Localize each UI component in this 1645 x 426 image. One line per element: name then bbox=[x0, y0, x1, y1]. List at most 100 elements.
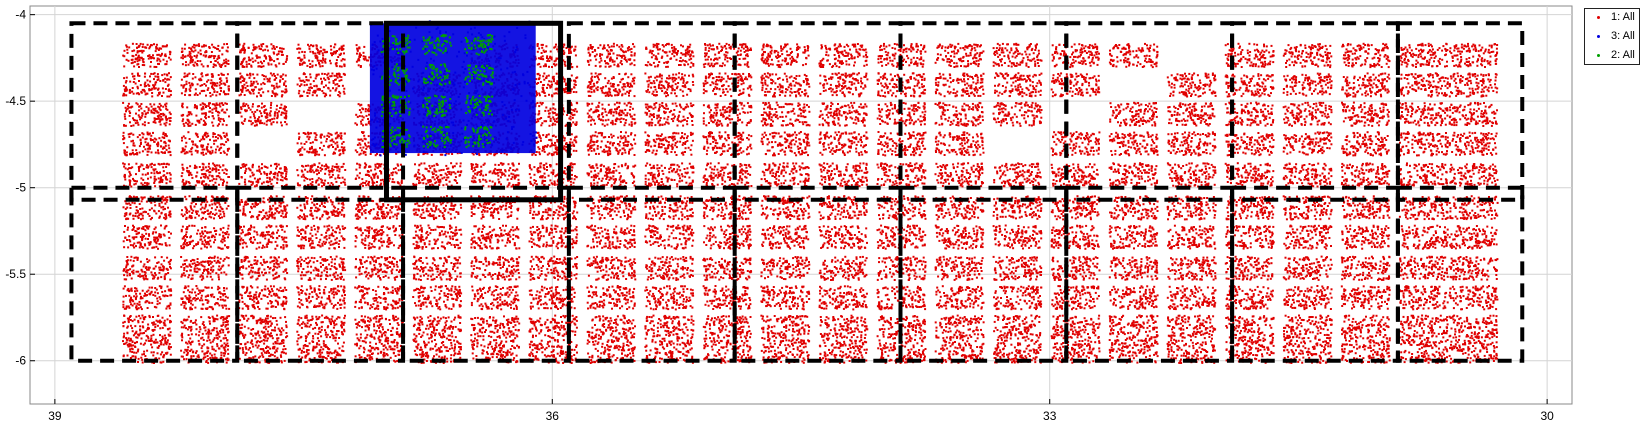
series-1-point bbox=[132, 76, 134, 78]
series-1-point bbox=[257, 83, 259, 85]
series-1-point bbox=[1190, 87, 1192, 89]
series-1-point bbox=[1283, 75, 1285, 77]
series-1-point bbox=[1055, 79, 1057, 81]
series-1-point bbox=[322, 65, 324, 67]
series-1-point bbox=[1431, 65, 1433, 67]
series-1-point bbox=[613, 45, 615, 47]
series-1-point bbox=[1115, 66, 1117, 68]
series-1-point bbox=[216, 91, 218, 93]
series-1-point bbox=[1246, 89, 1248, 91]
series-1-point bbox=[245, 82, 247, 84]
series-1-point bbox=[1089, 62, 1091, 64]
series-1-point bbox=[1263, 66, 1265, 68]
series-1-point bbox=[1441, 59, 1443, 61]
series-1-point bbox=[1032, 81, 1034, 83]
series-1-point bbox=[144, 76, 146, 78]
series-1-point bbox=[356, 44, 358, 46]
series-1-point bbox=[705, 54, 707, 56]
series-1-point bbox=[1344, 61, 1346, 63]
series-1-point bbox=[1352, 53, 1354, 55]
series-1-point bbox=[765, 88, 767, 90]
series-1-point bbox=[1406, 49, 1408, 51]
series-1-point bbox=[659, 81, 661, 83]
series-1-point bbox=[960, 79, 962, 81]
series-1-point bbox=[224, 65, 226, 67]
series-1-point bbox=[158, 49, 160, 51]
series-1-point bbox=[209, 92, 211, 94]
series-1-point bbox=[1361, 64, 1363, 66]
series-1-point bbox=[630, 84, 632, 86]
series-1-point bbox=[306, 84, 308, 86]
series-1-point bbox=[209, 47, 211, 49]
series-1-point bbox=[1025, 53, 1027, 55]
series-1-point bbox=[1003, 55, 1005, 57]
series-1-point bbox=[950, 81, 952, 83]
series-1-point bbox=[324, 73, 326, 75]
series-1-point bbox=[860, 80, 862, 82]
series-1-point bbox=[246, 61, 248, 63]
series-1-point bbox=[207, 74, 209, 76]
series-1-point bbox=[1077, 93, 1079, 95]
series-1-point bbox=[226, 77, 228, 79]
series-1-point bbox=[634, 54, 636, 56]
series-1-point bbox=[947, 80, 949, 82]
series-1-point bbox=[227, 60, 229, 62]
series-1-point bbox=[1091, 61, 1093, 63]
series-1-point bbox=[880, 76, 882, 78]
series-1-point bbox=[1241, 49, 1243, 51]
series-1-point bbox=[549, 87, 551, 89]
series-1-point bbox=[1012, 82, 1014, 84]
series-1-point bbox=[1491, 45, 1493, 47]
series-1-point bbox=[1055, 94, 1057, 96]
series-1-point bbox=[328, 88, 330, 90]
series-1-point bbox=[147, 79, 149, 81]
series-1-point bbox=[1235, 82, 1237, 84]
series-1-point bbox=[881, 65, 883, 67]
series-1-point bbox=[898, 49, 900, 51]
series-1-point bbox=[836, 50, 838, 52]
series-1-point bbox=[784, 46, 786, 48]
series-1-point bbox=[920, 63, 922, 65]
series-1-point bbox=[910, 76, 912, 78]
series-1-point bbox=[1078, 75, 1080, 77]
series-1-point bbox=[1231, 53, 1233, 55]
series-1-point bbox=[322, 57, 324, 59]
series-1-point bbox=[625, 51, 627, 53]
series-1-point bbox=[131, 91, 133, 93]
series-1-point bbox=[1312, 82, 1314, 84]
series-1-point bbox=[1075, 56, 1077, 58]
series-1-point bbox=[1242, 93, 1244, 95]
series-1-point bbox=[657, 76, 659, 78]
series-1-point bbox=[155, 50, 157, 52]
series-1-point bbox=[1266, 45, 1268, 47]
series-1-point bbox=[1328, 75, 1330, 77]
series-1-point bbox=[1039, 74, 1041, 76]
series-1-point bbox=[548, 60, 550, 62]
series-1-point bbox=[839, 90, 841, 92]
series-1-point bbox=[977, 77, 979, 79]
series-1-point bbox=[1343, 54, 1345, 56]
series-1-point bbox=[1190, 95, 1192, 97]
series-1-point bbox=[164, 55, 166, 57]
series-1-point bbox=[1018, 93, 1020, 95]
series-1-point bbox=[792, 58, 794, 60]
series-1-point bbox=[1250, 80, 1252, 82]
series-1-point bbox=[623, 85, 625, 87]
series-1-point bbox=[1410, 55, 1412, 57]
series-1-point bbox=[1344, 58, 1346, 60]
series-1-point bbox=[1080, 89, 1082, 91]
series-1-point bbox=[911, 61, 913, 63]
series-1-point bbox=[1243, 75, 1245, 77]
series-1-point bbox=[661, 84, 663, 86]
series-1-point bbox=[281, 90, 283, 92]
series-1-point bbox=[1060, 54, 1062, 56]
series-1-point bbox=[1271, 87, 1273, 89]
series-1-point bbox=[1090, 77, 1092, 79]
series-1-point bbox=[724, 58, 726, 60]
series-1-point bbox=[541, 44, 543, 46]
series-1-point bbox=[196, 57, 198, 59]
series-1-point bbox=[1070, 87, 1072, 89]
series-1-point bbox=[661, 57, 663, 59]
series-1-point bbox=[314, 92, 316, 94]
series-1-point bbox=[1296, 62, 1298, 64]
